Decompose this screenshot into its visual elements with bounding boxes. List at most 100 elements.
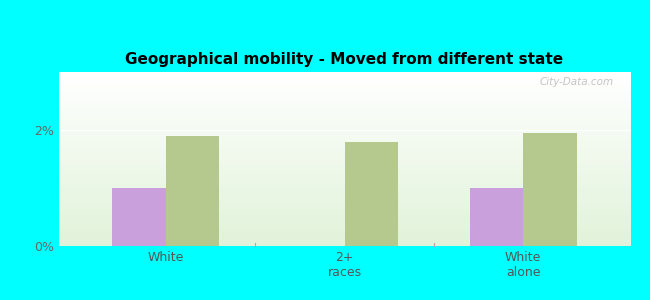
Bar bbox=[58, 104, 630, 105]
Bar bbox=[58, 90, 630, 91]
Bar bbox=[58, 150, 630, 151]
Bar bbox=[58, 166, 630, 167]
Bar bbox=[58, 118, 630, 119]
Bar bbox=[58, 204, 630, 205]
Bar bbox=[58, 194, 630, 195]
Bar bbox=[58, 169, 630, 170]
Bar bbox=[58, 109, 630, 110]
Bar bbox=[58, 227, 630, 228]
Bar bbox=[58, 133, 630, 134]
Bar bbox=[58, 82, 630, 83]
Bar bbox=[58, 107, 630, 108]
Bar bbox=[58, 181, 630, 182]
Bar bbox=[58, 152, 630, 153]
Bar bbox=[58, 197, 630, 198]
Bar bbox=[58, 77, 630, 78]
Bar bbox=[58, 137, 630, 138]
Bar bbox=[58, 191, 630, 192]
Bar bbox=[58, 148, 630, 149]
Bar bbox=[58, 85, 630, 86]
Bar bbox=[58, 221, 630, 222]
Bar bbox=[58, 114, 630, 115]
Bar bbox=[58, 78, 630, 79]
Bar bbox=[58, 157, 630, 158]
Bar bbox=[166, 136, 219, 246]
Bar bbox=[58, 108, 630, 109]
Bar bbox=[58, 81, 630, 82]
Bar bbox=[58, 241, 630, 242]
Bar bbox=[58, 74, 630, 75]
Bar bbox=[58, 206, 630, 207]
Bar bbox=[58, 82, 630, 83]
Bar bbox=[58, 147, 630, 148]
Bar bbox=[58, 122, 630, 123]
Bar bbox=[58, 129, 630, 130]
Bar bbox=[58, 215, 630, 216]
Bar bbox=[58, 76, 630, 77]
Bar bbox=[58, 130, 630, 131]
Bar bbox=[58, 173, 630, 174]
Bar bbox=[58, 124, 630, 125]
Bar bbox=[58, 236, 630, 237]
Bar bbox=[58, 102, 630, 103]
Bar bbox=[58, 224, 630, 225]
Bar bbox=[58, 190, 630, 191]
Bar bbox=[58, 202, 630, 203]
Bar bbox=[58, 188, 630, 189]
Bar bbox=[58, 196, 630, 197]
Bar bbox=[58, 176, 630, 177]
Bar bbox=[58, 183, 630, 184]
Bar bbox=[58, 115, 630, 116]
Bar bbox=[58, 84, 630, 85]
Bar bbox=[58, 136, 630, 137]
Bar bbox=[58, 185, 630, 186]
Bar bbox=[58, 117, 630, 118]
Bar bbox=[58, 228, 630, 229]
Bar bbox=[58, 161, 630, 162]
Bar bbox=[58, 242, 630, 243]
Bar bbox=[58, 142, 630, 143]
Bar bbox=[58, 234, 630, 235]
Bar bbox=[58, 83, 630, 84]
Bar bbox=[58, 145, 630, 146]
Bar bbox=[58, 162, 630, 163]
Bar bbox=[58, 214, 630, 215]
Bar bbox=[58, 105, 630, 106]
Bar bbox=[58, 99, 630, 100]
Bar bbox=[58, 128, 630, 129]
Bar bbox=[58, 155, 630, 156]
Bar bbox=[58, 218, 630, 219]
Bar bbox=[344, 142, 398, 246]
Bar bbox=[58, 238, 630, 239]
Bar bbox=[58, 153, 630, 154]
Bar bbox=[58, 101, 630, 102]
Bar bbox=[58, 91, 630, 92]
Bar bbox=[58, 131, 630, 132]
Bar bbox=[58, 143, 630, 144]
Bar bbox=[58, 167, 630, 168]
Bar bbox=[58, 172, 630, 173]
Bar bbox=[58, 100, 630, 101]
Bar bbox=[58, 96, 630, 97]
Bar bbox=[58, 175, 630, 176]
Bar bbox=[58, 174, 630, 175]
Bar bbox=[58, 189, 630, 190]
Bar bbox=[58, 140, 630, 141]
Bar bbox=[58, 151, 630, 152]
Bar bbox=[58, 198, 630, 199]
Bar bbox=[58, 210, 630, 211]
Bar bbox=[58, 182, 630, 183]
Bar bbox=[58, 235, 630, 236]
Bar bbox=[58, 80, 630, 81]
Bar bbox=[58, 193, 630, 194]
Bar bbox=[58, 211, 630, 212]
Bar bbox=[58, 179, 630, 180]
Bar bbox=[58, 75, 630, 76]
Bar bbox=[58, 239, 630, 240]
Bar bbox=[58, 199, 630, 200]
Bar bbox=[58, 220, 630, 221]
Bar bbox=[58, 165, 630, 166]
Bar bbox=[58, 163, 630, 164]
Bar bbox=[58, 245, 630, 246]
Bar bbox=[58, 159, 630, 160]
